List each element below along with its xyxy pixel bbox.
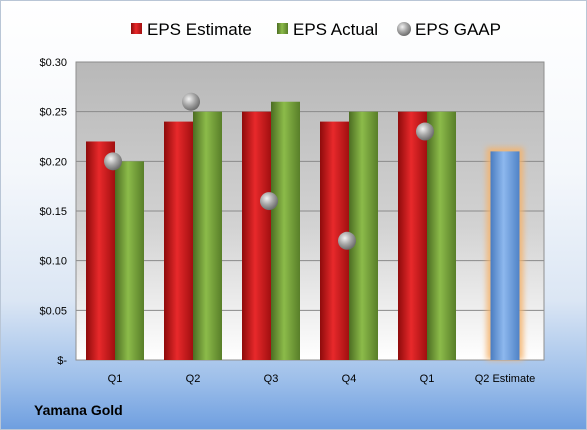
bar-eps-estimate: [164, 121, 193, 360]
bar-eps-actual: [427, 111, 456, 361]
y-tick-label: $0.30: [39, 57, 67, 69]
bar-eps-estimate: [242, 111, 271, 361]
x-tick-label: Q4: [342, 373, 357, 385]
point-eps-gaap: [104, 152, 122, 171]
bar-eps-actual: [115, 161, 144, 360]
x-tick-label: Q1: [420, 373, 435, 385]
x-tick-label: Q2 Estimate: [475, 373, 536, 385]
point-eps-gaap: [182, 92, 200, 111]
y-tick-label: $0.25: [39, 107, 67, 119]
point-eps-gaap: [260, 192, 278, 211]
legend-label: EPS Estimate: [147, 20, 252, 39]
legend-swatch: [277, 23, 288, 34]
bar-eps-estimate: [86, 141, 115, 360]
x-tick-label: Q1: [108, 373, 123, 385]
company-name: Yamana Gold: [34, 402, 123, 418]
bar-eps-estimate: [398, 111, 427, 361]
y-tick-label: $0.05: [39, 305, 67, 317]
point-eps-gaap: [416, 122, 434, 141]
legend-label: EPS Actual: [293, 20, 378, 39]
y-tick-label: $0.20: [39, 156, 67, 168]
bar-q2-estimate: [490, 151, 520, 360]
legend-label: EPS GAAP: [415, 20, 501, 39]
y-tick-label: $0.15: [39, 206, 67, 218]
y-tick-label: $-: [57, 355, 67, 367]
legend-swatch: [397, 22, 411, 36]
x-tick-label: Q3: [264, 373, 279, 385]
point-eps-gaap: [338, 231, 356, 250]
x-tick-label: Q2: [186, 373, 201, 385]
y-tick-label: $0.10: [39, 256, 67, 268]
bar-eps-actual: [271, 101, 300, 360]
legend-swatch: [131, 23, 142, 34]
bar-eps-actual: [193, 111, 222, 361]
